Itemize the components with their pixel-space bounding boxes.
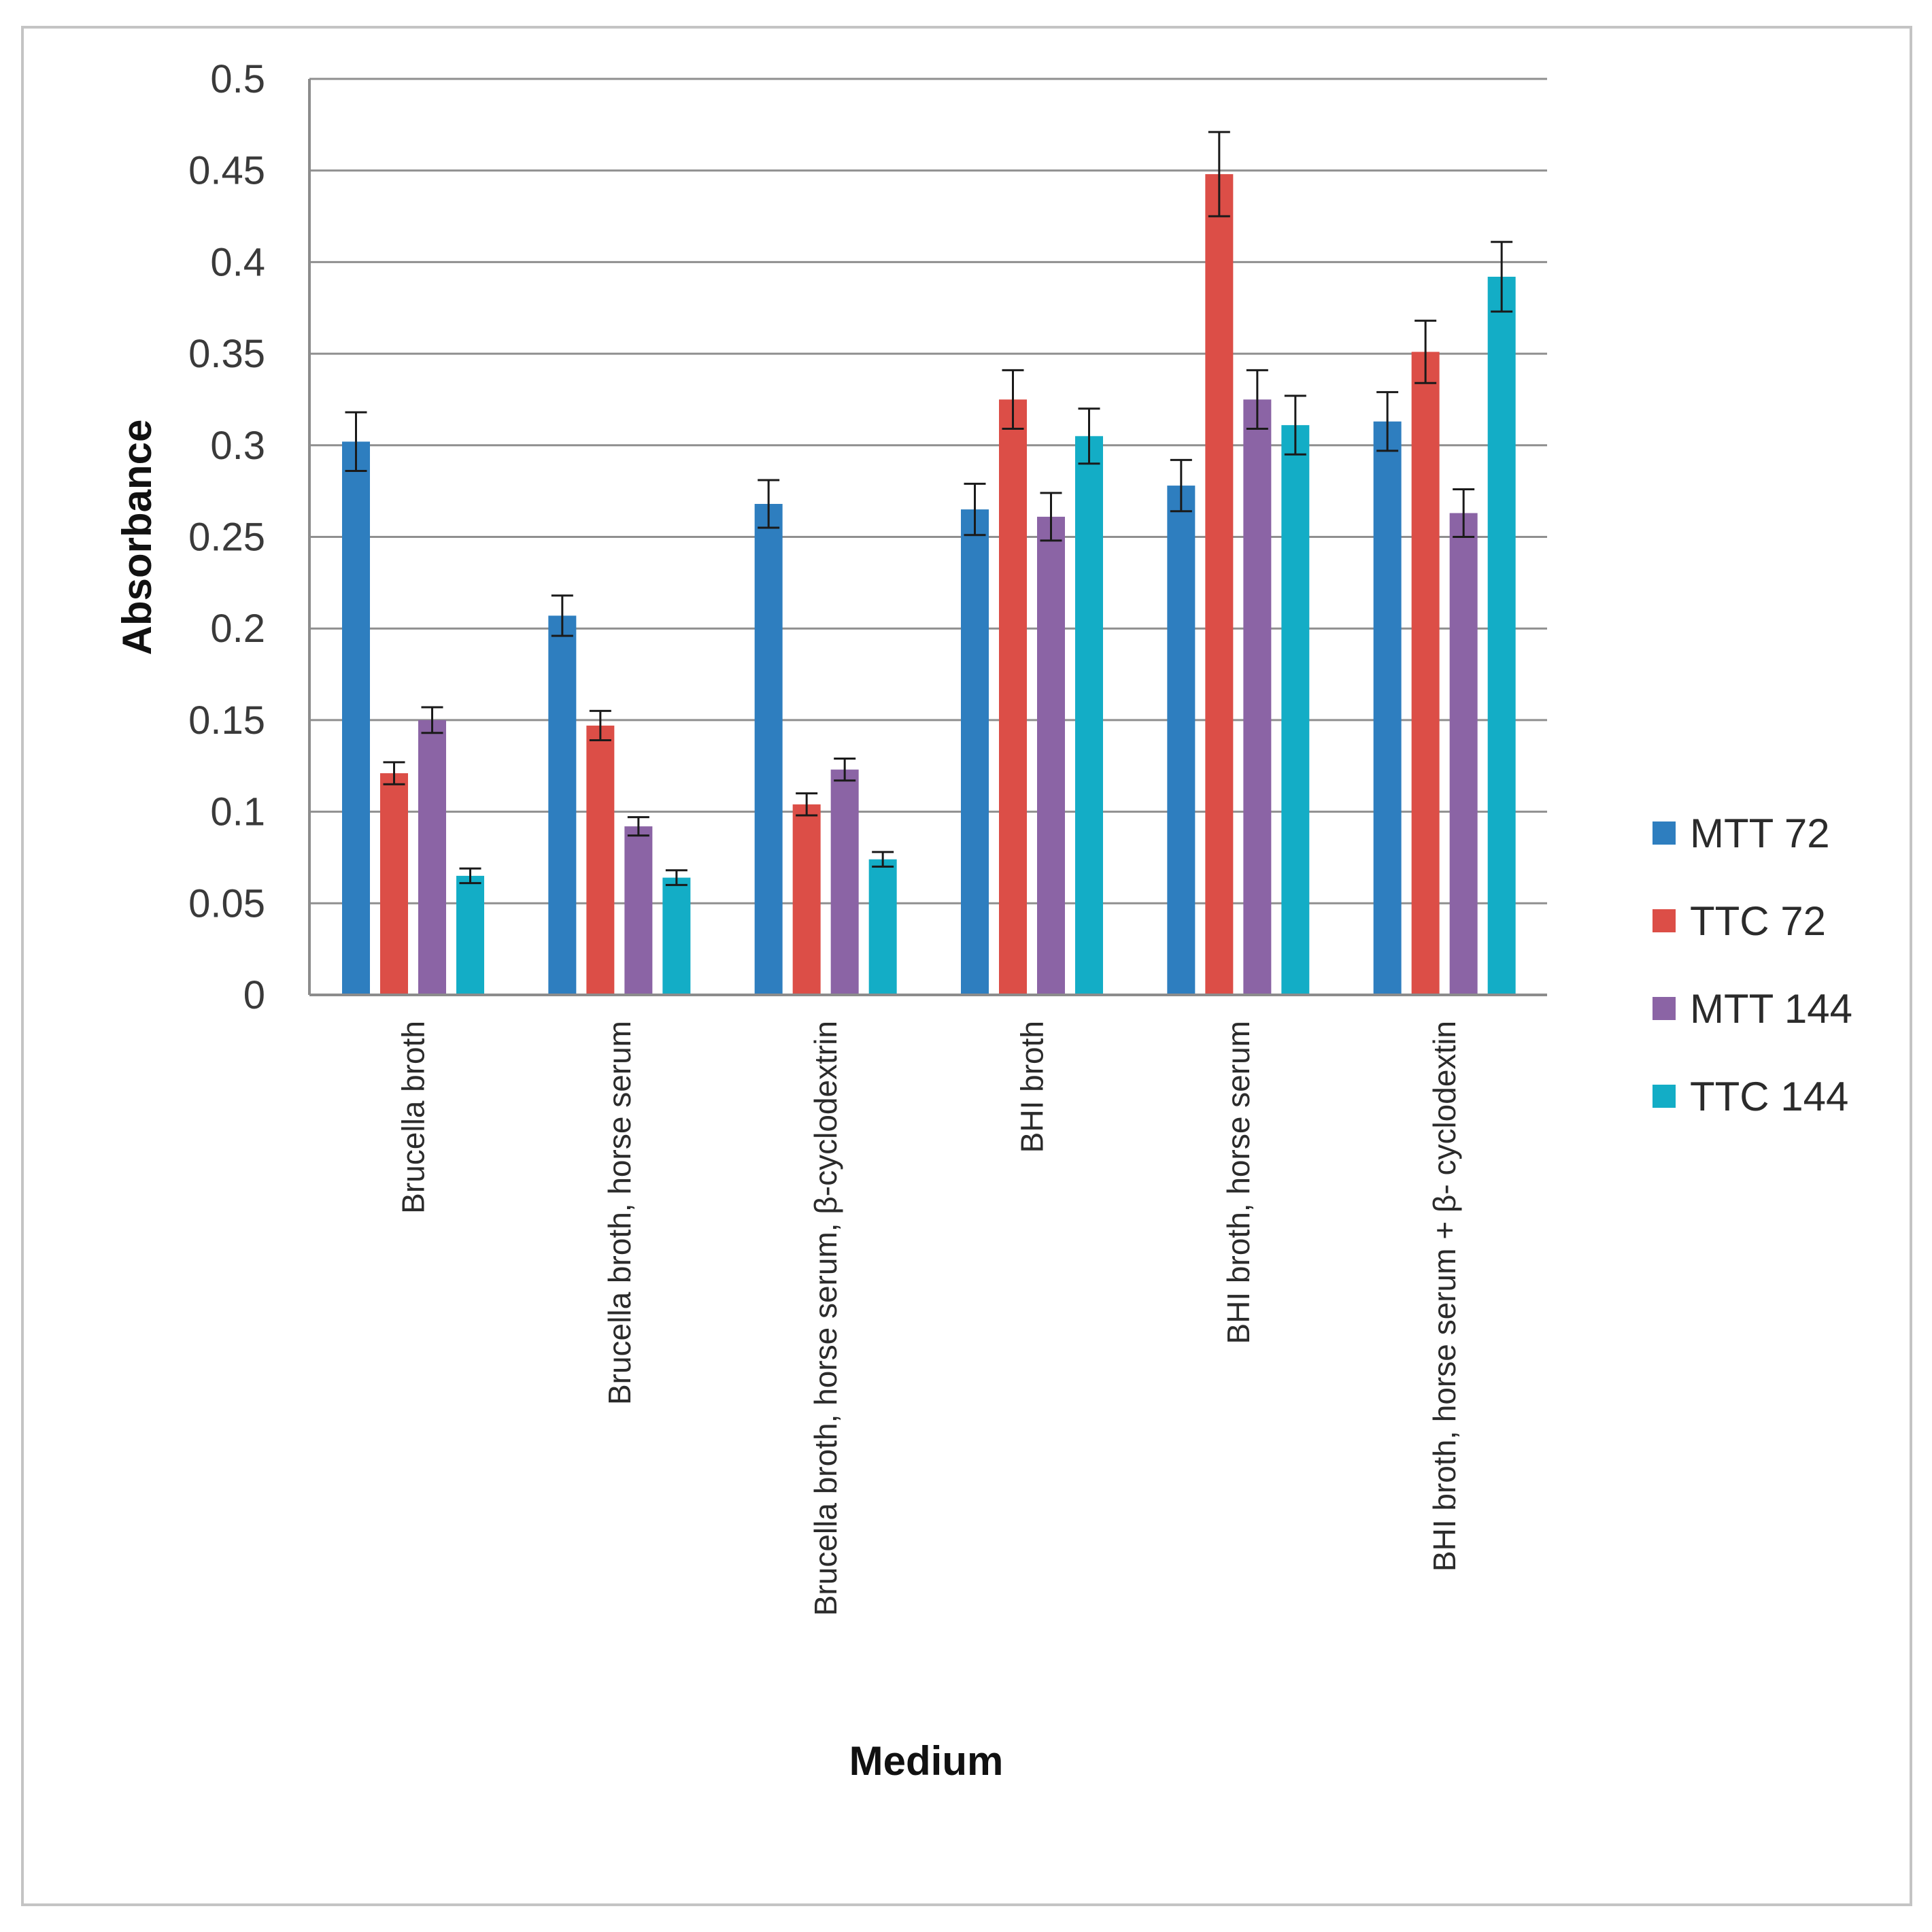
error-bar — [1414, 320, 1437, 384]
x-category-label: BHI broth, horse serum + β- cyclodextin — [1427, 1021, 1462, 1572]
legend-item: TTC 144 — [1653, 1074, 1848, 1119]
error-bar — [872, 851, 894, 868]
bar — [754, 504, 783, 995]
error-bar — [345, 411, 367, 473]
error-bar — [834, 757, 856, 782]
y-tick-label: 0.25 — [188, 515, 265, 560]
error-bar — [551, 594, 573, 637]
y-tick-label: 0.4 — [210, 240, 265, 284]
bar — [418, 719, 446, 995]
bar — [1411, 352, 1440, 995]
y-tick-label: 0.5 — [210, 57, 265, 101]
bar — [961, 509, 989, 995]
error-bar — [383, 761, 405, 785]
error-bar — [1170, 458, 1192, 513]
bar — [548, 615, 577, 995]
error-bar — [589, 709, 611, 742]
y-tick-label: 0.05 — [188, 881, 265, 926]
error-bar — [1040, 492, 1062, 542]
bar — [624, 826, 653, 995]
y-tick-label: 0 — [243, 973, 265, 1017]
bar — [1281, 425, 1310, 995]
legend-swatch — [1653, 1085, 1676, 1108]
error-bar — [758, 479, 780, 529]
bar — [999, 399, 1027, 995]
bar — [662, 877, 691, 995]
bar — [342, 441, 370, 995]
legend-label: TTC 72 — [1690, 898, 1826, 944]
x-category-label: Brucella broth, horse serum, β-cyclodext… — [808, 1021, 843, 1616]
legend-label: MTT 72 — [1690, 811, 1830, 856]
error-bar — [1002, 369, 1024, 430]
x-axis-categories: Brucella broth Brucella broth, horse seru… — [396, 1021, 1463, 1616]
error-bar — [1078, 407, 1100, 465]
bar — [1037, 516, 1065, 995]
x-category-label: Brucella broth, horse serum — [602, 1021, 637, 1405]
legend-swatch — [1653, 909, 1676, 932]
bar — [380, 773, 408, 995]
error-bar — [1491, 241, 1513, 313]
bar — [1487, 276, 1516, 995]
bar — [1075, 436, 1103, 995]
legend-item: MTT 144 — [1653, 986, 1852, 1032]
gridlines — [309, 78, 1547, 904]
error-bar — [459, 867, 481, 885]
error-bar — [1376, 391, 1399, 452]
bar — [456, 875, 484, 995]
legend-swatch — [1653, 997, 1676, 1020]
y-axis-ticks: 0 0.05 0.1 0.15 0.2 0.25 0.3 0.35 0.4 0.45 0.5 — [188, 57, 265, 1017]
y-tick-label: 0.15 — [188, 698, 265, 743]
bar — [1449, 513, 1478, 995]
bar — [1373, 421, 1402, 995]
error-bar — [796, 792, 818, 817]
legend-swatch — [1653, 821, 1676, 845]
y-axis-title: Absorbance — [114, 420, 160, 656]
error-bars — [345, 131, 1513, 886]
bar — [1243, 399, 1272, 995]
y-tick-label: 0.45 — [188, 149, 265, 193]
bar — [1205, 174, 1234, 995]
bar — [792, 804, 821, 995]
legend-label: TTC 144 — [1690, 1074, 1848, 1119]
x-category-label: BHI broth — [1015, 1021, 1050, 1153]
error-bar — [1453, 488, 1475, 538]
y-tick-label: 0.35 — [188, 332, 265, 376]
legend-label: MTT 144 — [1690, 986, 1852, 1032]
error-bar — [665, 869, 688, 886]
legend: MTT 72 TTC 72 MTT 144 TTC 144 — [1653, 811, 1852, 1119]
x-axis-title: Medium — [849, 1738, 1004, 1784]
error-bar — [421, 706, 443, 734]
bar — [1167, 486, 1196, 995]
error-bar — [1208, 131, 1230, 218]
bar — [830, 769, 859, 995]
legend-item: MTT 72 — [1653, 811, 1830, 856]
bar — [586, 725, 615, 995]
bars — [342, 174, 1516, 995]
y-tick-label: 0.3 — [210, 424, 265, 468]
y-tick-label: 0.2 — [210, 607, 265, 651]
x-category-label: Brucella broth — [396, 1021, 431, 1214]
legend-item: TTC 72 — [1653, 898, 1826, 944]
error-bar — [964, 482, 986, 537]
error-bar — [1284, 394, 1306, 456]
y-tick-label: 0.1 — [210, 790, 265, 834]
error-bar — [1246, 369, 1268, 430]
error-bar — [627, 816, 649, 837]
bar — [868, 859, 897, 995]
x-category-label: BHI broth, horse serum — [1221, 1021, 1256, 1344]
